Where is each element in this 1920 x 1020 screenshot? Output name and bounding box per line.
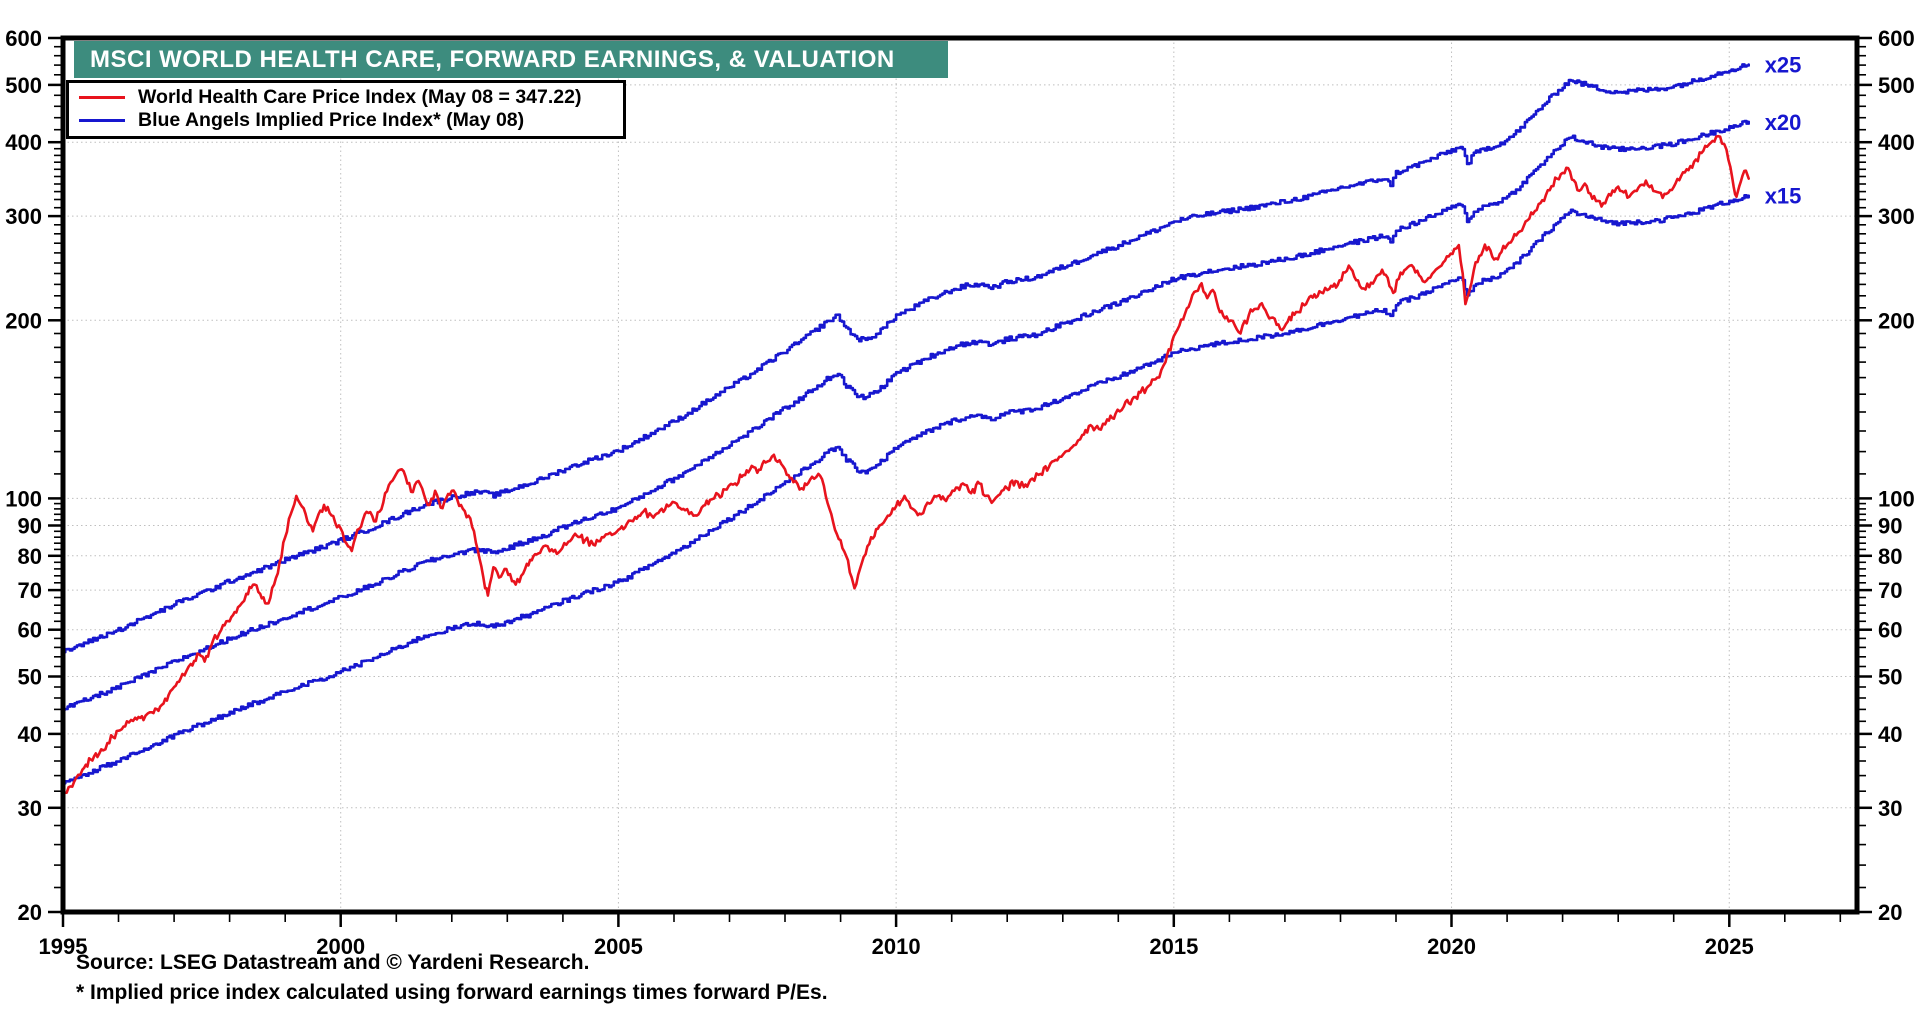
legend-item-blue-angels: Blue Angels Implied Price Index* (May 08… bbox=[79, 109, 613, 132]
y-tick-label-right: 80 bbox=[1878, 544, 1902, 569]
legend-label-blue-angels: Blue Angels Implied Price Index* (May 08… bbox=[138, 109, 525, 131]
y-tick-label-right: 30 bbox=[1878, 796, 1902, 821]
y-tick-label-right: 70 bbox=[1878, 578, 1902, 603]
chart-title: MSCI WORLD HEALTH CARE, FORWARD EARNINGS… bbox=[90, 45, 895, 73]
y-tick-label-right: 50 bbox=[1878, 665, 1902, 690]
y-tick-label-left: 80 bbox=[18, 544, 42, 569]
y-tick-label-right: 20 bbox=[1878, 900, 1902, 925]
y-tick-label-right: 100 bbox=[1878, 486, 1915, 511]
y-tick-label-left: 90 bbox=[18, 513, 42, 538]
x-tick-label: 2000 bbox=[316, 934, 365, 959]
y-tick-label-right: 300 bbox=[1878, 204, 1915, 229]
x-tick-label: 2015 bbox=[1149, 934, 1198, 959]
x-tick-label: 2010 bbox=[872, 934, 921, 959]
y-tick-label-left: 200 bbox=[5, 308, 42, 333]
y-tick-label-left: 60 bbox=[18, 618, 42, 643]
x-tick-label: 2025 bbox=[1705, 934, 1754, 959]
y-tick-label-right: 400 bbox=[1878, 130, 1915, 155]
chart-title-banner: MSCI WORLD HEALTH CARE, FORWARD EARNINGS… bbox=[74, 41, 948, 78]
y-tick-label-right: 600 bbox=[1878, 26, 1915, 51]
y-tick-label-left: 20 bbox=[18, 900, 42, 925]
blue-angels-x20-line bbox=[63, 119, 1750, 711]
y-tick-label-left: 70 bbox=[18, 578, 42, 603]
y-tick-label-left: 500 bbox=[5, 73, 42, 98]
y-tick-label-left: 300 bbox=[5, 204, 42, 229]
line-label-x20: x20 bbox=[1765, 110, 1802, 135]
legend-label-price-index: World Health Care Price Index (May 08 = … bbox=[138, 86, 582, 108]
legend-item-price-index: World Health Care Price Index (May 08 = … bbox=[79, 86, 613, 109]
chart-legend: World Health Care Price Index (May 08 = … bbox=[66, 80, 626, 139]
blue-angels-x15-line bbox=[63, 194, 1750, 785]
x-tick-label: 2020 bbox=[1427, 934, 1476, 959]
line-label-x25: x25 bbox=[1765, 52, 1802, 77]
plot-border bbox=[60, 35, 1860, 915]
blue-line-swatch bbox=[79, 119, 125, 122]
y-tick-label-left: 600 bbox=[5, 26, 42, 51]
y-tick-label-right: 500 bbox=[1878, 73, 1915, 98]
y-tick-label-right: 40 bbox=[1878, 722, 1902, 747]
red-line-swatch bbox=[79, 96, 125, 99]
y-tick-label-left: 40 bbox=[18, 722, 42, 747]
line-label-x15: x15 bbox=[1765, 184, 1802, 209]
y-tick-label-right: 90 bbox=[1878, 513, 1902, 538]
footnote: * Implied price index calculated using f… bbox=[76, 981, 828, 1004]
price-index-line bbox=[63, 134, 1750, 797]
y-tick-label-left: 400 bbox=[5, 130, 42, 155]
x-tick-label: 2005 bbox=[594, 934, 643, 959]
gridlines bbox=[63, 38, 1857, 912]
y-tick-label-right: 60 bbox=[1878, 618, 1902, 643]
axis-ticks bbox=[48, 36, 1872, 927]
source-note: Source: LSEG Datastream and © Yardeni Re… bbox=[76, 951, 590, 974]
y-tick-label-right: 200 bbox=[1878, 308, 1915, 333]
y-tick-label-left: 50 bbox=[18, 665, 42, 690]
blue-angels-x25-line bbox=[63, 63, 1750, 654]
y-tick-label-left: 100 bbox=[5, 486, 42, 511]
y-tick-label-left: 30 bbox=[18, 796, 42, 821]
x-tick-label: 1995 bbox=[39, 934, 88, 959]
